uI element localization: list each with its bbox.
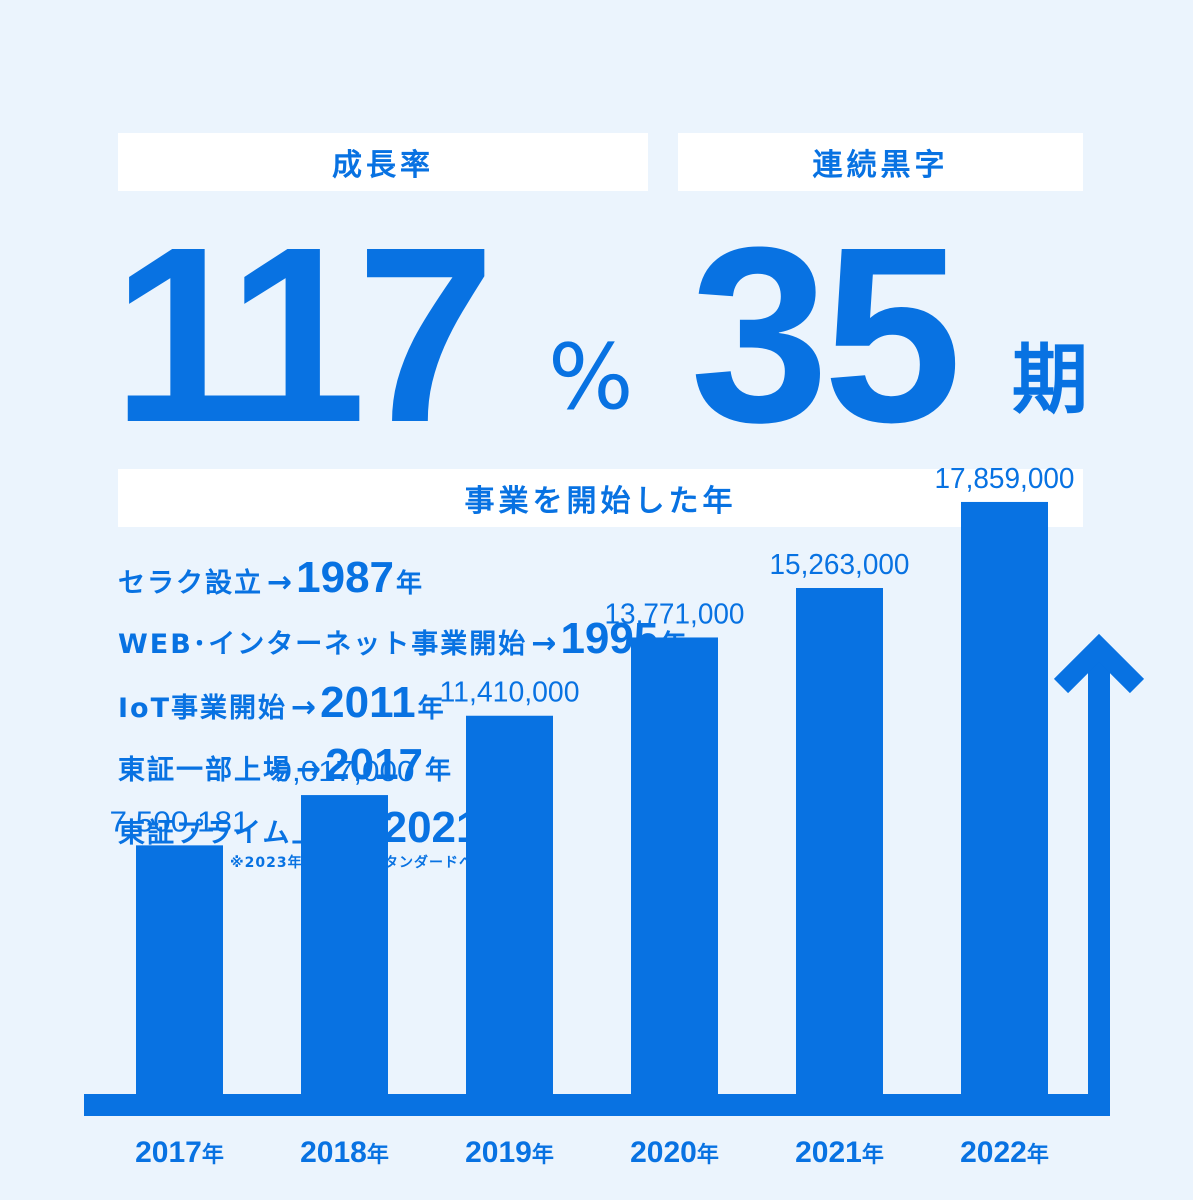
profit-unit: 期 bbox=[1012, 335, 1088, 424]
history-item-iot: IoT事業開始 → 2011 年 bbox=[118, 678, 444, 728]
history-item-label: IoT事業開始 bbox=[118, 693, 288, 724]
bar-value-label: 9,017,000 bbox=[275, 756, 415, 788]
bar-value-label: 7,500,181 bbox=[110, 806, 250, 838]
x-tick-label: 2022年 bbox=[960, 1136, 1049, 1169]
x-tick-label: 2021年 bbox=[795, 1136, 884, 1169]
arrow-right-icon: → bbox=[531, 626, 557, 661]
bar-2017 bbox=[136, 845, 223, 1094]
bar-2019 bbox=[466, 715, 553, 1094]
x-tick-label: 2017年 bbox=[135, 1136, 224, 1169]
bar-value-label: 13,771,000 bbox=[605, 598, 745, 630]
x-tick-label: 2018年 bbox=[300, 1136, 389, 1169]
arrow-right-icon: → bbox=[291, 690, 317, 725]
arrow-right-icon: → bbox=[296, 752, 322, 787]
bar-2021 bbox=[796, 588, 883, 1094]
growth-arrow-shaft bbox=[1088, 660, 1110, 1116]
growth-arrow-head-icon bbox=[1053, 633, 1145, 694]
growth-rate-value: 117 bbox=[112, 195, 495, 474]
x-tick-label: 2020年 bbox=[630, 1136, 719, 1169]
bar-2018 bbox=[301, 795, 388, 1094]
history-item-year-suffix: 年 bbox=[425, 756, 452, 786]
history-item-label: WEB･インターネット事業開始 bbox=[118, 629, 528, 660]
bar-value-label: 15,263,000 bbox=[770, 549, 910, 581]
history-item-label: セラク設立 bbox=[118, 568, 263, 599]
growth-rate-unit: % bbox=[548, 325, 634, 430]
history-item-year-suffix: 年 bbox=[396, 569, 423, 599]
x-tick-label: 2019年 bbox=[465, 1136, 554, 1169]
history-label: 事業を開始した年 bbox=[118, 469, 1083, 527]
bar-value-label: 17,859,000 bbox=[935, 463, 1075, 495]
history-item-founded: セラク設立 → 1987 年 bbox=[118, 553, 422, 603]
history-item-year: 1987 bbox=[296, 553, 395, 602]
history-item-year: 2021 bbox=[382, 803, 481, 852]
history-item-year-suffix: 年 bbox=[417, 694, 444, 724]
arrow-right-icon: → bbox=[267, 565, 293, 600]
growth-rate-label: 成長率 bbox=[118, 133, 648, 191]
bar-group: 7,500,1812017年9,017,0002018年11,410,00020… bbox=[110, 463, 1075, 1169]
history-item-year: 2017 bbox=[325, 740, 424, 789]
history-item-year: 2011 bbox=[320, 678, 416, 727]
bar-2022 bbox=[961, 501, 1048, 1094]
bar-2020 bbox=[631, 637, 718, 1094]
profit-value: 35 bbox=[690, 195, 962, 474]
bar-value-label: 11,410,000 bbox=[440, 677, 580, 709]
history-item-label: 東証一部上場 bbox=[118, 755, 292, 786]
history-item-tse-first: 東証一部上場 → 2017 年 bbox=[118, 740, 451, 790]
consecutive-profit-label: 連続黒字 bbox=[678, 133, 1083, 191]
chart-baseline bbox=[84, 1094, 1110, 1116]
